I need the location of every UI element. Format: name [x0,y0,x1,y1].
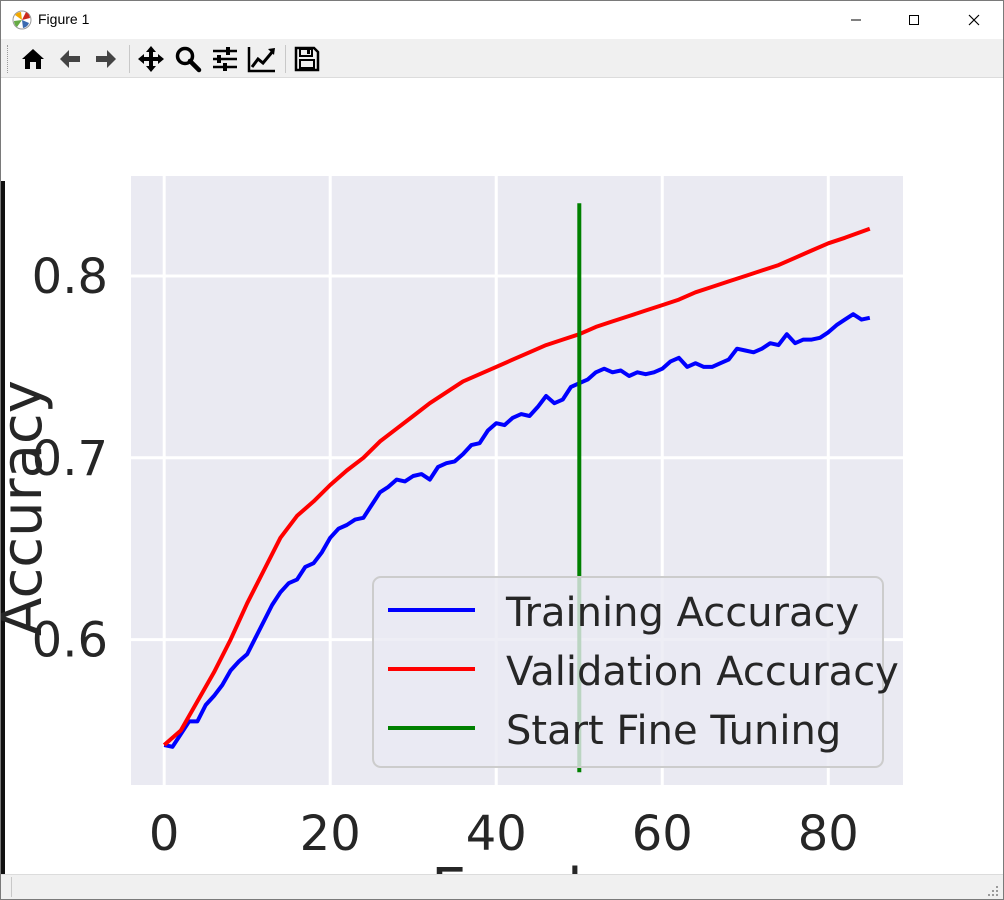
forward-button[interactable] [90,43,122,75]
toolbar-separator [285,45,286,73]
zoom-button[interactable] [172,43,204,75]
matplotlib-icon [12,10,32,30]
magnifier-icon [175,46,202,73]
x-tick-label: 40 [466,806,527,862]
pan-button[interactable] [135,43,167,75]
minimize-icon [851,19,861,21]
figure-canvas[interactable]: Training Accuracy Validation Accuracy Star… [1,78,1003,874]
floppy-disk-icon [294,46,320,72]
window-title: Figure 1 [38,11,90,27]
series-line-training-accuracy [163,312,871,749]
x-tick-label: 20 [300,806,361,862]
legend: Training Accuracy Validation Accuracy Star… [372,576,899,768]
x-tick-label: 80 [798,806,859,862]
legend-label: Validation Accuracy [506,649,899,695]
edit-axis-button[interactable] [246,43,278,75]
legend-label: Training Accuracy [505,590,859,636]
status-bar [1,874,1003,899]
x-tick-label: 60 [632,806,693,862]
arrow-left-icon [60,50,80,68]
configure-subplots-button[interactable] [209,43,241,75]
line-chart-icon [247,47,275,73]
y-axis-label: Accuracy [1,380,55,636]
maximize-button[interactable] [885,1,943,39]
toolbar-grip[interactable] [7,45,11,73]
move-icon [138,46,164,72]
maximize-icon [909,15,919,25]
status-separator [11,877,14,897]
home-button[interactable] [17,43,49,75]
title-bar[interactable]: Figure 1 [1,1,1003,39]
minimize-button[interactable] [827,1,885,39]
series-line-validation-accuracy [162,226,871,747]
y-tick-label: 0.6 [32,613,108,669]
save-button[interactable] [291,43,323,75]
close-button[interactable] [945,1,1003,39]
legend-label: Start Fine Tuning [506,708,841,754]
navigation-toolbar [1,39,1003,78]
x-tick-label: 0 [149,806,180,862]
x-axis-label: Epoch [431,857,602,874]
back-button[interactable] [54,43,86,75]
sliders-icon [213,47,237,71]
accuracy-chart: Training Accuracy Validation Accuracy Star… [1,176,903,874]
home-icon [22,49,44,69]
y-tick-label: 0.7 [32,431,108,487]
y-tick-label: 0.8 [32,249,108,305]
resize-grip-icon[interactable] [987,885,999,897]
arrow-right-icon [96,50,116,68]
clipped-axis-edge [1,181,5,874]
close-icon [968,14,980,26]
toolbar-separator [129,45,130,73]
